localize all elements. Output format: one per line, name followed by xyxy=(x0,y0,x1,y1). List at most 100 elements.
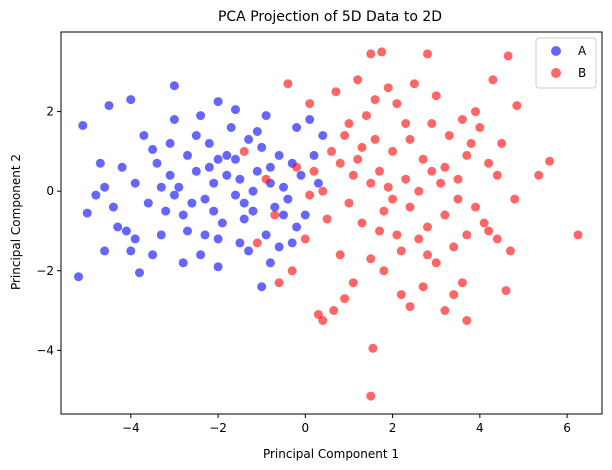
point-a xyxy=(183,226,192,236)
point-a xyxy=(283,194,293,204)
x-tick-label: 4 xyxy=(476,421,484,435)
point-a xyxy=(74,272,83,282)
point-b xyxy=(370,95,380,105)
point-a xyxy=(135,268,144,278)
point-a xyxy=(213,97,223,107)
point-a xyxy=(169,81,179,91)
y-tick-label: −2 xyxy=(36,264,54,278)
y-axis-title: Principal Component 2 xyxy=(9,154,23,290)
point-b xyxy=(396,290,406,300)
point-b xyxy=(335,250,345,260)
point-b xyxy=(375,166,384,176)
point-a xyxy=(113,222,123,232)
point-b xyxy=(440,306,450,315)
point-a xyxy=(257,282,267,292)
point-a xyxy=(148,144,158,154)
point-a xyxy=(300,210,310,220)
point-a xyxy=(231,105,240,115)
point-b xyxy=(471,107,480,117)
point-b xyxy=(484,158,494,168)
point-b xyxy=(348,170,358,180)
point-a xyxy=(95,158,105,168)
point-a xyxy=(130,178,140,188)
point-b xyxy=(366,178,376,188)
legend: A B xyxy=(535,37,597,89)
point-a xyxy=(313,178,323,188)
point-a xyxy=(209,206,219,216)
point-b xyxy=(418,282,428,292)
point-a xyxy=(252,166,262,176)
point-b xyxy=(427,166,437,176)
point-a xyxy=(78,121,88,130)
x-tick-label: −4 xyxy=(122,421,140,435)
point-b xyxy=(431,258,441,268)
point-b xyxy=(366,254,376,264)
point-a xyxy=(165,170,175,180)
point-a xyxy=(100,182,110,192)
point-a xyxy=(239,198,249,208)
point-b xyxy=(375,226,384,236)
point-b xyxy=(423,250,432,260)
point-a xyxy=(287,238,297,248)
point-a xyxy=(178,258,188,268)
point-b xyxy=(292,162,302,172)
point-b xyxy=(510,194,520,204)
point-b xyxy=(405,134,415,144)
point-a xyxy=(257,142,267,152)
point-a xyxy=(156,230,166,240)
point-a xyxy=(244,246,254,256)
point-a xyxy=(279,210,288,220)
point-b xyxy=(300,234,310,244)
point-b xyxy=(414,234,424,244)
point-a xyxy=(261,111,271,121)
point-a xyxy=(235,174,245,184)
plot-frame xyxy=(60,31,603,415)
point-b xyxy=(440,162,450,172)
point-b xyxy=(383,182,393,192)
point-a xyxy=(226,123,236,132)
point-a xyxy=(156,182,166,192)
legend-label-b: B xyxy=(578,66,586,80)
point-b xyxy=(322,214,332,224)
point-b xyxy=(545,156,555,166)
point-b xyxy=(466,138,476,148)
point-b xyxy=(261,174,271,184)
point-a xyxy=(200,230,210,240)
point-b xyxy=(329,306,339,315)
point-b xyxy=(270,210,280,220)
y-tick-label: 0 xyxy=(46,184,54,198)
point-a xyxy=(117,162,127,172)
point-b xyxy=(503,51,513,61)
point-b xyxy=(462,230,472,240)
x-tick-label: 0 xyxy=(302,421,310,435)
point-a xyxy=(169,190,179,200)
point-b xyxy=(318,186,328,196)
point-b xyxy=(497,138,507,148)
point-b xyxy=(462,316,472,325)
point-b xyxy=(484,226,494,236)
point-b xyxy=(436,178,446,188)
point-a xyxy=(270,202,280,212)
point-b xyxy=(344,198,354,208)
point-a xyxy=(305,115,315,124)
point-a xyxy=(82,208,92,218)
point-a xyxy=(183,150,192,160)
point-a xyxy=(91,190,101,200)
point-b xyxy=(379,206,389,216)
point-a xyxy=(292,222,302,232)
point-b xyxy=(414,186,424,196)
point-b xyxy=(340,131,350,140)
point-a xyxy=(239,214,249,224)
y-tick-label: −4 xyxy=(36,343,54,357)
point-b xyxy=(440,210,450,220)
legend-marker-b xyxy=(551,68,561,78)
legend-box xyxy=(535,37,597,89)
point-b xyxy=(505,246,515,256)
point-b xyxy=(388,194,398,204)
point-a xyxy=(169,115,179,124)
point-a xyxy=(213,154,223,164)
point-b xyxy=(361,111,371,121)
point-a xyxy=(204,162,214,172)
point-b xyxy=(377,47,387,57)
